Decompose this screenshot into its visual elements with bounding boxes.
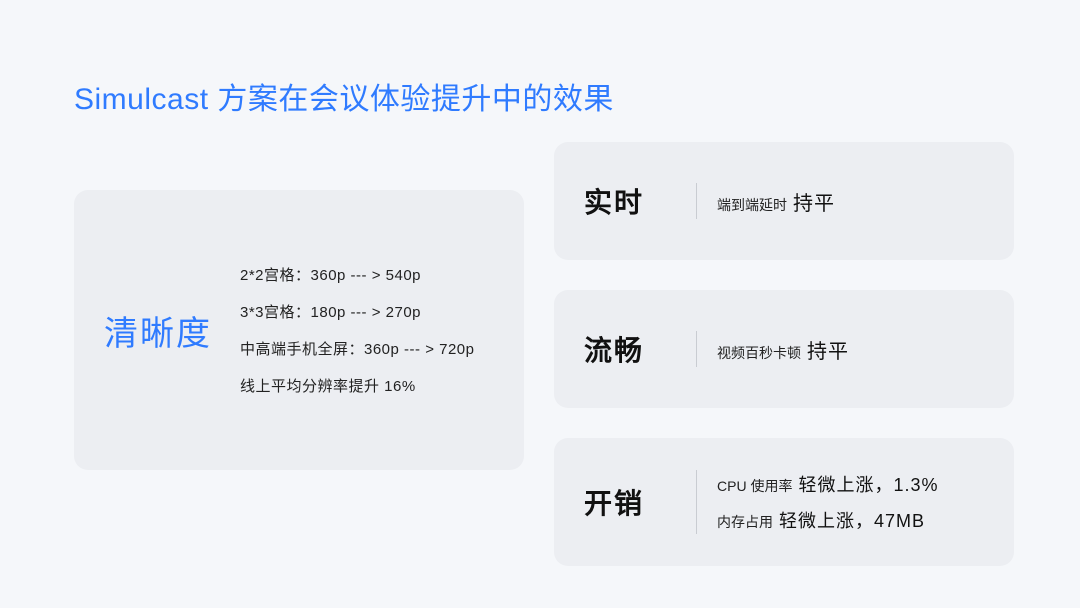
smooth-label: 视频百秒卡顿 (717, 343, 801, 363)
realtime-title: 实时 (584, 181, 696, 221)
overhead-title: 开销 (584, 482, 696, 522)
realtime-label: 端到端延时 (717, 195, 787, 215)
overhead-mem-label: 内存占用 (717, 512, 773, 532)
overhead-card: 开销 CPU 使用率 轻微上涨，1.3% 内存占用 轻微上涨，47MB (554, 438, 1014, 566)
smooth-card: 流畅 视频百秒卡顿 持平 (554, 290, 1014, 408)
realtime-metric: 端到端延时 持平 (717, 187, 835, 216)
realtime-value: 持平 (793, 187, 835, 216)
clarity-details: 2*2宫格：360p --- > 540p 3*3宫格：180p --- > 2… (240, 264, 475, 396)
divider (696, 331, 697, 367)
clarity-line: 线上平均分辨率提升 16% (240, 375, 475, 396)
overhead-cpu-value: 轻微上涨，1.3% (798, 471, 938, 497)
smooth-title: 流畅 (584, 329, 696, 369)
clarity-line: 中高端手机全屏：360p --- > 720p (240, 338, 475, 359)
overhead-metric: CPU 使用率 轻微上涨，1.3% 内存占用 轻微上涨，47MB (717, 471, 938, 533)
smooth-value: 持平 (807, 335, 849, 364)
smooth-metric: 视频百秒卡顿 持平 (717, 335, 849, 364)
overhead-cpu-label: CPU 使用率 (717, 476, 792, 496)
divider (696, 470, 697, 534)
clarity-title: 清晰度 (104, 306, 212, 355)
overhead-mem-value: 轻微上涨，47MB (779, 507, 925, 533)
divider (696, 183, 697, 219)
clarity-line: 3*3宫格：180p --- > 270p (240, 301, 475, 322)
clarity-line: 2*2宫格：360p --- > 540p (240, 264, 475, 285)
clarity-card: 清晰度 2*2宫格：360p --- > 540p 3*3宫格：180p ---… (74, 190, 524, 470)
right-column: 实时 端到端延时 持平 流畅 视频百秒卡顿 持平 开销 CPU 使用率 轻微上涨… (554, 142, 1014, 566)
slide-title: Simulcast 方案在会议体验提升中的效果 (74, 74, 614, 118)
realtime-card: 实时 端到端延时 持平 (554, 142, 1014, 260)
